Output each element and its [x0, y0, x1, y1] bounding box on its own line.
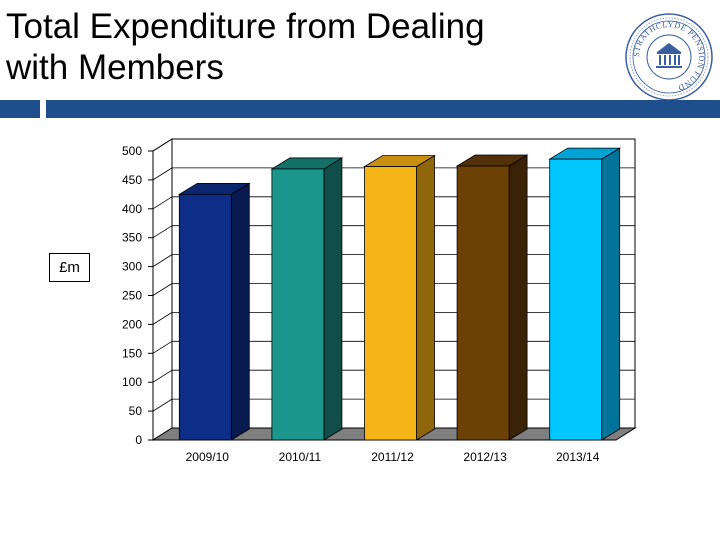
y-tick-label: 250	[122, 289, 142, 303]
x-tick-label: 2009/10	[186, 450, 230, 464]
bar-side	[601, 147, 621, 441]
title-rule-bar	[46, 100, 720, 118]
bar	[364, 166, 417, 441]
bar-side	[323, 157, 343, 441]
plot-floor	[151, 427, 637, 441]
pension-fund-logo: STRATHCLYDE PENSION FUND	[625, 13, 713, 101]
y-tick-label: 50	[129, 404, 143, 418]
y-tick-label: 150	[122, 346, 142, 360]
gridline-side	[152, 398, 173, 412]
gridline-side	[152, 369, 173, 383]
x-tick-label: 2011/12	[371, 450, 414, 464]
plot-back-wall	[171, 138, 636, 429]
slide-title: Total Expenditure from Dealing with Memb…	[6, 6, 616, 88]
bar	[178, 193, 232, 441]
gridline-side	[152, 312, 173, 325]
bar-side	[508, 154, 528, 441]
gridline-side	[152, 340, 173, 354]
x-tick-label: 2012/13	[463, 450, 507, 464]
bar-top	[270, 157, 344, 170]
y-tick-label: 300	[122, 260, 142, 274]
y-axis-label: £m	[49, 253, 90, 282]
gridline-side	[152, 138, 173, 152]
slide-title-line-1: Total Expenditure from Dealing	[6, 7, 485, 46]
gridline-side	[152, 283, 173, 296]
y-tick-label: 500	[122, 144, 142, 158]
y-tick-label: 100	[122, 375, 142, 389]
bar-side	[230, 182, 250, 441]
x-tick-label: 2013/14	[556, 450, 600, 464]
y-tick-label: 400	[122, 202, 142, 216]
x-tick-label: 2010/11	[279, 450, 322, 464]
gridline-side	[152, 167, 173, 181]
title-rule-stub	[0, 100, 40, 118]
bar-top	[455, 154, 529, 167]
bar	[549, 158, 603, 441]
bar-top	[177, 182, 251, 195]
slide-title-line-2: with Members	[6, 48, 224, 87]
bar-top	[363, 155, 436, 168]
plot-side-wall	[152, 138, 173, 441]
bar	[456, 165, 510, 441]
bar	[271, 168, 325, 441]
bar-side	[416, 154, 435, 441]
gridline-side	[152, 254, 173, 267]
bar-top	[548, 147, 622, 160]
y-tick-label: 200	[122, 317, 142, 331]
y-tick-label: 450	[122, 173, 142, 187]
y-tick-label: 0	[135, 433, 142, 447]
gridline-side	[152, 196, 173, 210]
y-tick-label: 350	[122, 231, 142, 245]
gridline-side	[152, 427, 173, 441]
gridline-side	[152, 225, 173, 239]
